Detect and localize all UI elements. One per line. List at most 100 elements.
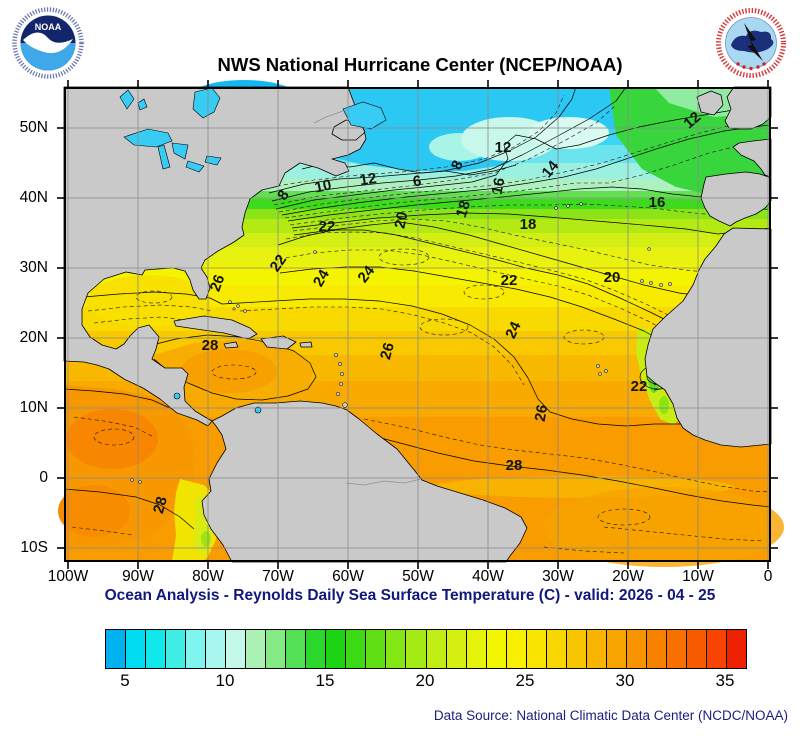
land-jamaica (223, 341, 239, 349)
colorbar-cell (326, 630, 347, 668)
lon-tick-label: 40W (472, 568, 504, 585)
lat-tick-label: 40N (19, 189, 48, 206)
contour-label: 22 (631, 378, 648, 395)
colorbar-cell (486, 630, 507, 668)
contour-label: 20 (391, 210, 411, 230)
colorbar-cell (726, 630, 746, 668)
contour-label: 10 (313, 176, 333, 196)
axis-ticks (57, 80, 778, 569)
lon-tick-label: 100W (47, 568, 89, 585)
contour-label: 26 (377, 341, 398, 362)
lat-tick-label: 20N (19, 329, 48, 346)
colorbar-cell (686, 630, 707, 668)
temperature-colorbar (105, 629, 747, 669)
land-iberia (700, 171, 772, 227)
lon-tick-label: 70W (262, 568, 294, 585)
contour-label: 6 (412, 172, 423, 190)
lon-tick-label: 60W (332, 568, 364, 585)
colorbar-tick: 35 (715, 671, 735, 690)
colorbar-cell (266, 630, 287, 668)
land-puerto-rico (299, 341, 313, 348)
colorbar-cell (206, 630, 227, 668)
contour-label: 28 (506, 457, 523, 474)
lon-tick-label: 50W (402, 568, 434, 585)
contour-label: 28 (150, 495, 171, 516)
lon-tick-label: 10W (682, 568, 714, 585)
lake-ontario (204, 155, 222, 166)
colorbar-tick: 25 (515, 671, 535, 690)
lake-huron (171, 142, 189, 160)
colorbar-cell (546, 630, 567, 668)
lat-tick-label: 50N (19, 119, 48, 136)
map-subtitle: Ocean Analysis - Reynolds Daily Sea Surf… (104, 587, 716, 604)
colorbar-cell (166, 630, 187, 668)
gulf-st-lawrence (342, 101, 387, 130)
colorbar-cell (426, 630, 447, 668)
contour-label: 24 (502, 318, 525, 341)
colorbar-cell (586, 630, 607, 668)
colorbar-tick: 30 (615, 671, 635, 690)
colorbar-tick: 15 (315, 671, 335, 690)
contour-label: 28 (202, 337, 219, 354)
colorbar-cell (226, 630, 247, 668)
lat-tick-label: 10N (19, 399, 48, 416)
contour-label: 20 (604, 269, 621, 286)
nws-logo-icon (713, 5, 789, 81)
lake-superior (123, 128, 173, 148)
land-north-america (63, 86, 367, 427)
colorbar-cell (506, 630, 527, 668)
lake-erie (185, 160, 205, 173)
colorbar-cell (626, 630, 647, 668)
colorbar-cell (366, 630, 387, 668)
contour-label: 26 (532, 403, 552, 422)
contour-lines-solid (63, 86, 772, 530)
colorbar-tick-labels: 5 10 15 20 25 30 35 (105, 671, 745, 695)
colorbar-cell (386, 630, 407, 668)
colorbar-cell (106, 630, 127, 668)
contour-label: 12 (359, 170, 378, 189)
colorbar-cell (126, 630, 147, 668)
colorbar-cell (186, 630, 207, 668)
lon-tick-label: 0 (763, 568, 773, 585)
colorbar-tick: 10 (215, 671, 235, 690)
colorbar-cell (406, 630, 427, 668)
colorbar-cell (246, 630, 267, 668)
colorbar-cell (666, 630, 687, 668)
map-frame (64, 87, 771, 562)
colorbar-cell (646, 630, 667, 668)
contour-label: 12 (495, 139, 512, 156)
longitude-axis: 100W 90W 80W 70W 60W 50W 40W 30W 20W 10W 0 (48, 566, 773, 588)
rivers (313, 110, 422, 486)
lat-tick-label: 0 (39, 469, 48, 486)
small-islands (130, 202, 672, 484)
st-lawrence-river (313, 110, 344, 124)
contour-label: 22 (267, 252, 290, 275)
colorbar-cell (146, 630, 167, 668)
colorbar-cell (446, 630, 467, 668)
colorbar-cell (526, 630, 547, 668)
landmasses (63, 86, 772, 563)
lake-nicaragua (173, 392, 181, 400)
colorbar-cell (566, 630, 587, 668)
land-ireland (696, 90, 724, 116)
contour-label: 24 (310, 266, 333, 290)
contour-label: 18 (520, 216, 537, 233)
colorbar-cell (346, 630, 367, 668)
lake-winnipeg (119, 89, 135, 110)
land-south-america (201, 400, 528, 563)
contour-label: 18 (453, 199, 474, 220)
page-title: NWS National Hurricane Center (NCEP/NOAA… (217, 54, 623, 75)
colorbar-cell (306, 630, 327, 668)
amazon-river (345, 478, 422, 486)
lat-tick-label: 30N (19, 259, 48, 276)
lon-tick-label: 30W (542, 568, 574, 585)
contour-label: 16 (488, 176, 508, 196)
gridlines (65, 88, 770, 561)
colorbar-cell (466, 630, 487, 668)
colorbar-cell (706, 630, 727, 668)
lon-tick-label: 80W (192, 568, 224, 585)
colorbar-tick: 20 (415, 671, 435, 690)
